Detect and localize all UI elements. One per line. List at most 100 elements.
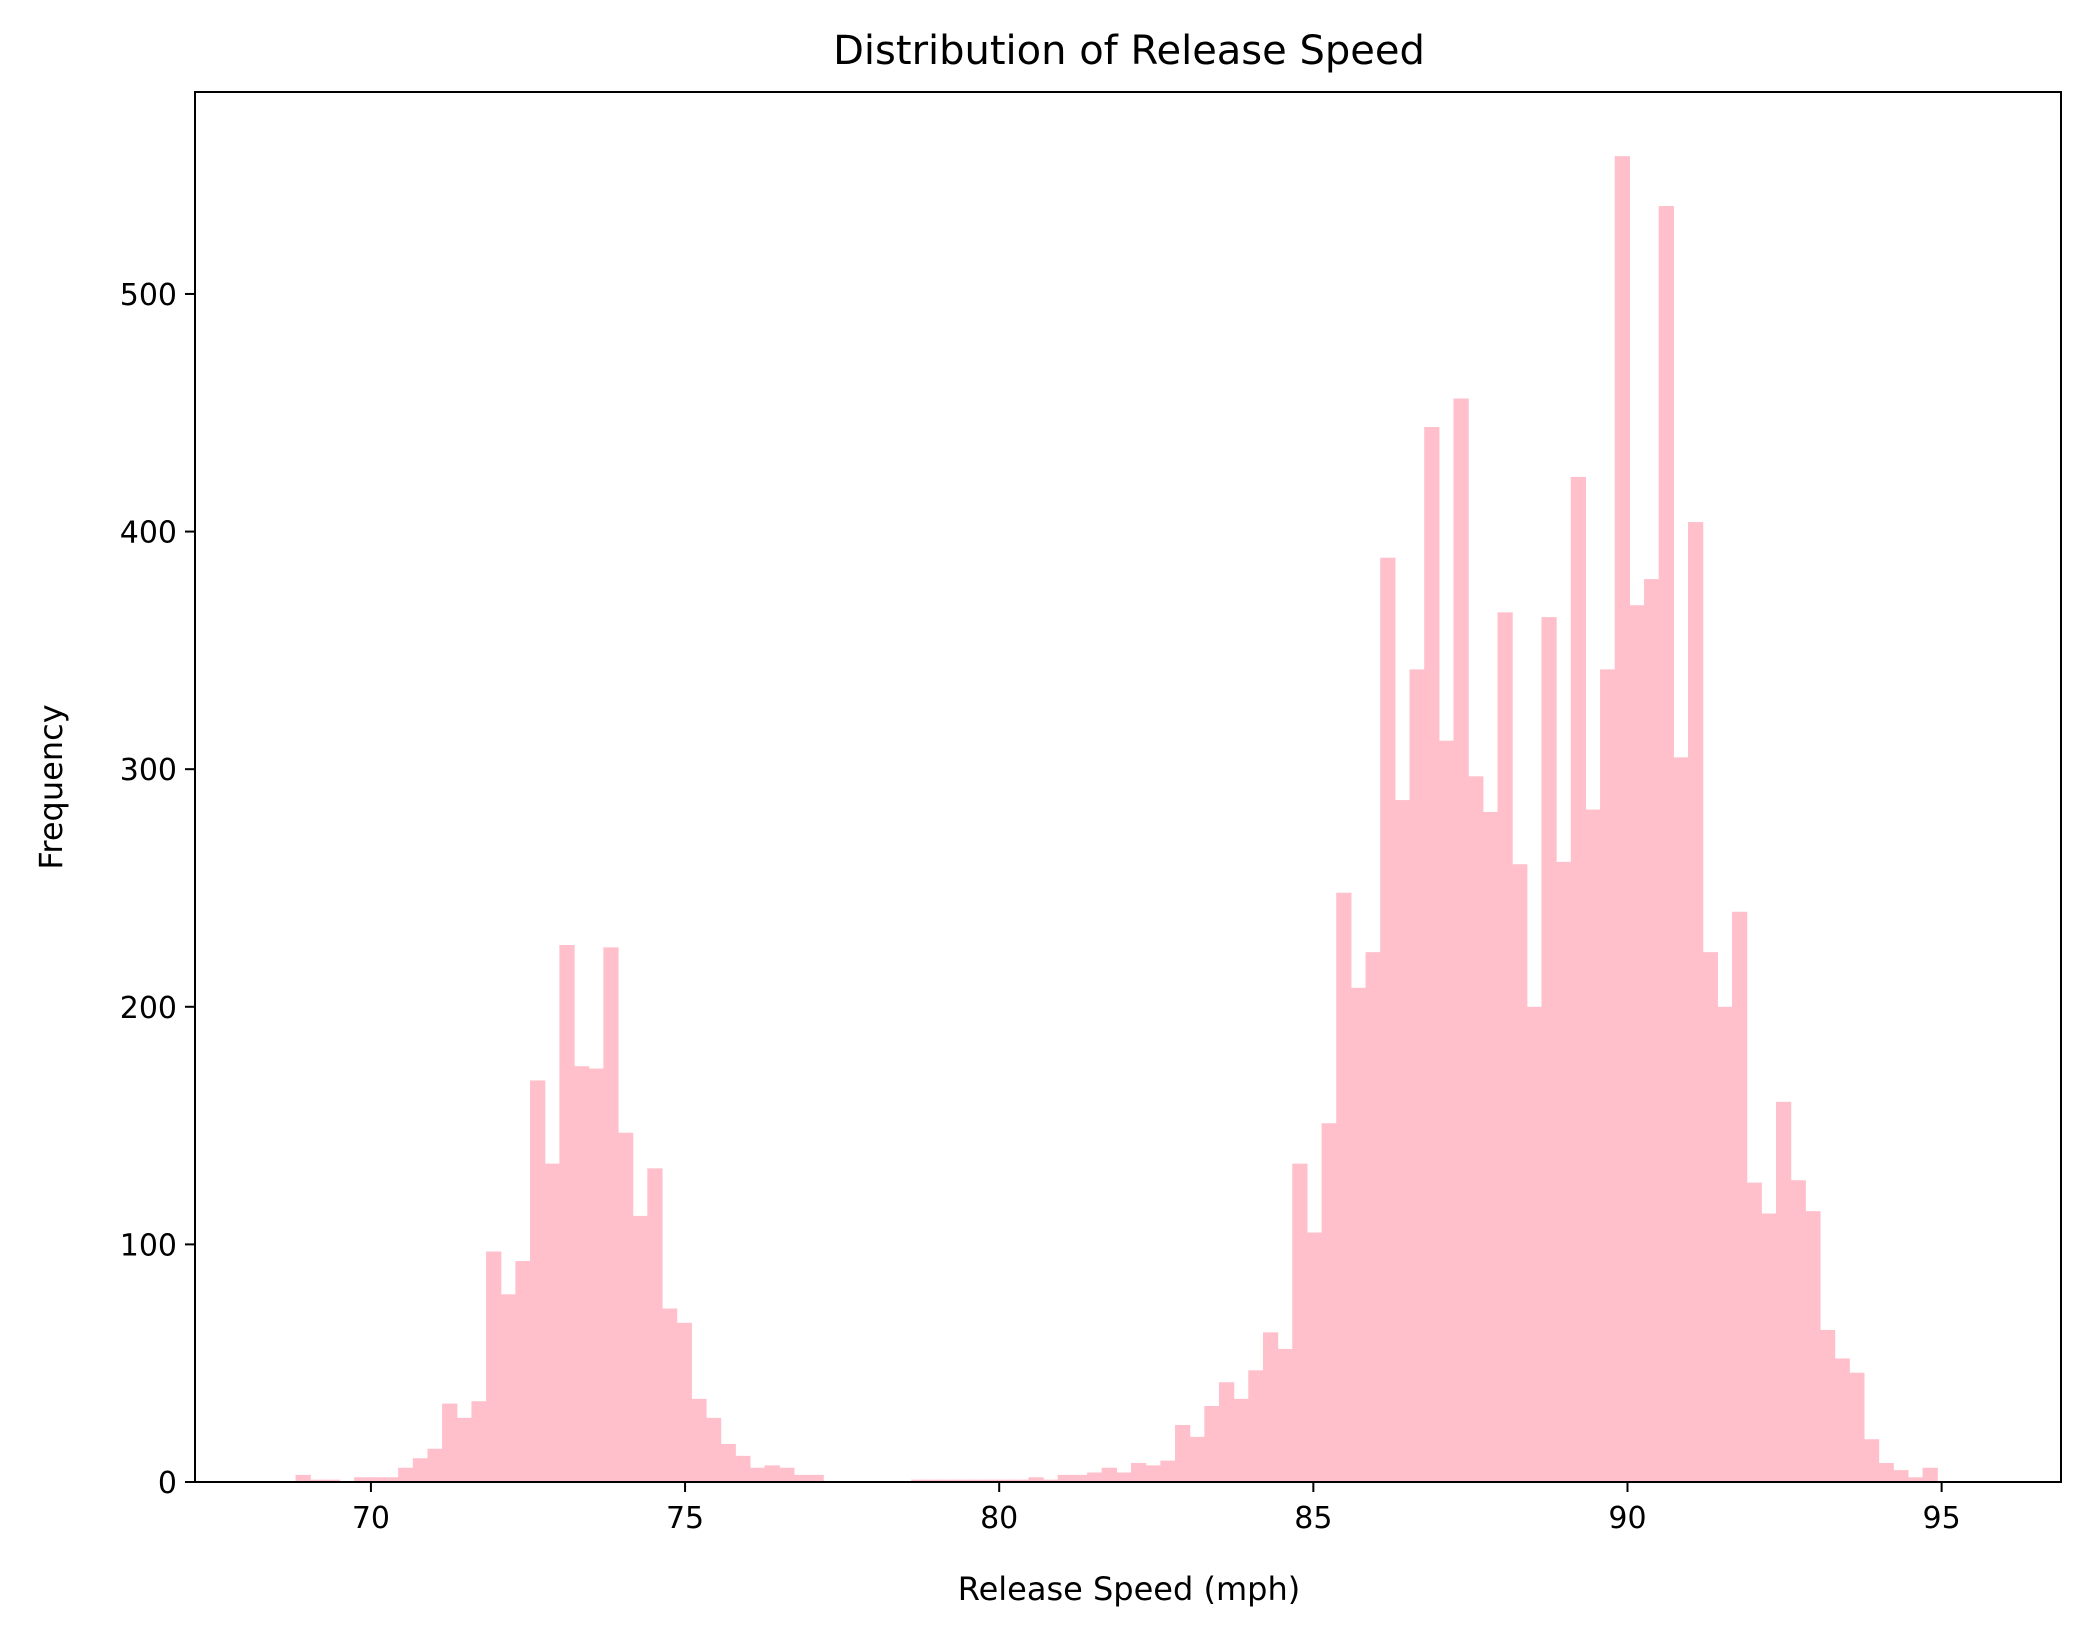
histogram-bar bbox=[969, 1479, 986, 1482]
histogram-bar bbox=[1233, 1398, 1249, 1482]
histogram-bar bbox=[1761, 1213, 1777, 1482]
histogram-bar bbox=[1468, 776, 1484, 1482]
histogram-bar bbox=[1438, 740, 1455, 1482]
histogram-bar bbox=[1556, 861, 1572, 1482]
histogram-bar bbox=[383, 1477, 399, 1482]
y-tick-label: 400 bbox=[120, 516, 177, 551]
histogram-bar bbox=[808, 1474, 824, 1482]
histogram-bar bbox=[1907, 1477, 1924, 1482]
histogram-bar bbox=[984, 1479, 1000, 1482]
histogram-bar bbox=[1570, 476, 1587, 1482]
histogram-bar bbox=[412, 1458, 429, 1482]
histogram-bar bbox=[1805, 1211, 1821, 1482]
histogram-bar bbox=[1365, 952, 1381, 1482]
histogram-bar bbox=[1057, 1474, 1073, 1482]
histogram-bar bbox=[1849, 1372, 1865, 1482]
histogram-bar bbox=[1922, 1467, 1938, 1482]
histogram-bar bbox=[1614, 156, 1630, 1482]
histogram-bar bbox=[574, 1066, 590, 1482]
histogram-bar bbox=[1717, 1006, 1733, 1482]
histogram-bar bbox=[1673, 757, 1689, 1482]
histogram-bar bbox=[911, 1479, 927, 1482]
histogram-bar bbox=[1043, 1479, 1059, 1482]
histogram-bar bbox=[676, 1322, 692, 1482]
histogram-bar bbox=[1306, 1232, 1323, 1482]
x-tick-label: 80 bbox=[980, 1501, 1018, 1536]
histogram-bar bbox=[456, 1417, 473, 1482]
histogram-bar bbox=[1688, 522, 1704, 1482]
y-tick-label: 100 bbox=[120, 1228, 177, 1263]
histogram-bar bbox=[1526, 1006, 1543, 1482]
x-tick-label: 75 bbox=[666, 1501, 704, 1536]
histogram-bar bbox=[955, 1479, 971, 1482]
x-tick-label: 95 bbox=[1923, 1501, 1961, 1536]
histogram-bar bbox=[1658, 206, 1674, 1482]
histogram-bar bbox=[1541, 617, 1557, 1482]
histogram-bar bbox=[1585, 809, 1601, 1482]
histogram-bar bbox=[691, 1398, 707, 1482]
histogram-bar bbox=[1512, 864, 1528, 1482]
histogram-bar bbox=[1629, 605, 1645, 1482]
histogram-bar bbox=[1175, 1424, 1191, 1482]
histogram-bar bbox=[588, 1068, 604, 1482]
histogram-bar bbox=[1863, 1439, 1880, 1482]
histogram-bar bbox=[295, 1474, 311, 1482]
chart-title: Distribution of Release Speed bbox=[833, 28, 1425, 74]
histogram-bar bbox=[1424, 427, 1440, 1482]
histogram-bar bbox=[1482, 811, 1499, 1482]
histogram-bar bbox=[925, 1479, 942, 1482]
histogram-bar bbox=[1218, 1382, 1235, 1482]
histogram-bar bbox=[779, 1467, 795, 1482]
histogram-bar bbox=[1644, 579, 1660, 1482]
histogram-bar bbox=[1336, 892, 1352, 1482]
histogram-bar bbox=[1731, 911, 1748, 1482]
y-tick-label: 0 bbox=[158, 1466, 177, 1501]
histogram-bar bbox=[1775, 1101, 1792, 1482]
x-tick-label: 90 bbox=[1608, 1501, 1646, 1536]
histogram-bar bbox=[442, 1403, 458, 1482]
histogram-bar bbox=[1028, 1477, 1044, 1482]
histogram-bar bbox=[1600, 669, 1616, 1482]
histogram-bar bbox=[1189, 1436, 1205, 1482]
histogram-bar bbox=[398, 1467, 414, 1482]
y-tick-label: 300 bbox=[120, 753, 177, 788]
histogram-bar bbox=[1087, 1472, 1103, 1482]
histogram-bar bbox=[1013, 1479, 1030, 1482]
histogram-bar bbox=[1746, 1182, 1762, 1482]
histogram-bar bbox=[1819, 1329, 1836, 1482]
histogram-bar bbox=[632, 1215, 648, 1482]
y-axis-ticks: 0 100 200 300 400 500 bbox=[120, 278, 195, 1501]
histogram-bar bbox=[1380, 557, 1396, 1482]
histogram-bar bbox=[354, 1477, 370, 1482]
histogram-bar bbox=[1131, 1462, 1147, 1482]
histogram-bar bbox=[1277, 1348, 1293, 1482]
histogram-bar bbox=[1321, 1123, 1337, 1482]
histogram-bar bbox=[1101, 1467, 1117, 1482]
histogram-bars bbox=[295, 156, 1938, 1482]
histogram-bar bbox=[1262, 1332, 1279, 1482]
histogram-bar bbox=[999, 1479, 1015, 1482]
y-tick-label: 500 bbox=[120, 278, 177, 313]
histogram-bar bbox=[500, 1294, 516, 1482]
histogram-bar bbox=[720, 1443, 736, 1482]
histogram-bar bbox=[1790, 1180, 1806, 1482]
histogram-bar bbox=[1702, 952, 1718, 1482]
histogram-bar bbox=[647, 1168, 663, 1482]
histogram-bar bbox=[618, 1132, 634, 1482]
histogram-bar bbox=[1292, 1163, 1308, 1482]
histogram-bar bbox=[1453, 398, 1469, 1482]
histogram-bar bbox=[793, 1474, 810, 1482]
histogram-bar bbox=[1350, 987, 1367, 1482]
histogram-bar bbox=[749, 1467, 766, 1482]
histogram-bar bbox=[764, 1465, 780, 1482]
histogram-bar bbox=[486, 1251, 502, 1482]
plot-area-frame bbox=[194, 91, 2062, 1483]
histogram-bar bbox=[515, 1261, 531, 1482]
histogram-bar bbox=[705, 1417, 722, 1482]
histogram-bar bbox=[1204, 1405, 1220, 1482]
histogram-bar bbox=[1394, 800, 1411, 1482]
x-axis-ticks: 70 75 80 85 90 95 bbox=[352, 1482, 1961, 1536]
histogram-bar bbox=[603, 947, 619, 1482]
histogram-bar bbox=[368, 1477, 385, 1482]
